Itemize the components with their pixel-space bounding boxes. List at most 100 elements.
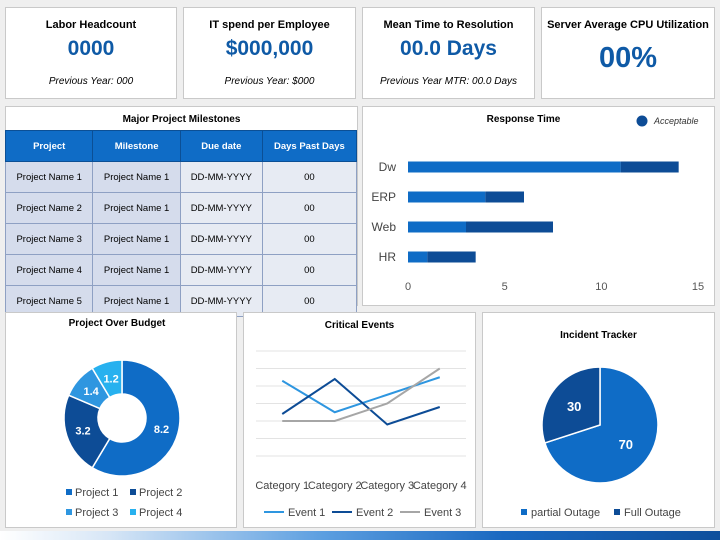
bar-segment [408, 221, 466, 233]
table-cell: 00 [261, 223, 358, 255]
category-label: Category 2 [308, 480, 362, 492]
column-header: Project [4, 130, 94, 162]
series-line [282, 367, 441, 422]
milestones-title: Major Project Milestones [122, 114, 241, 125]
table-row: Project Name 3 Project Name 1 DD-MM-YYYY… [4, 223, 358, 255]
legend-marker [636, 115, 648, 127]
legend-label: partial Outage [531, 507, 600, 519]
kpi-value: 0000 [67, 37, 115, 60]
series-line [281, 377, 441, 426]
table-cell: Project Name 1 [4, 161, 94, 193]
chart-title: Incident Tracker [560, 330, 637, 341]
table-header-row: Project Milestone Due date Days Past Day… [4, 130, 358, 162]
data-label: 1.4 [83, 386, 99, 398]
response-time-chart: Acceptable Dw ERP Web HR 0 5 10 15 [371, 115, 704, 293]
project-over-budget-card: Project Over Budget 8.2 3.2 1.4 1.2 Project … [5, 312, 237, 528]
chart-title: Response Time [486, 114, 561, 125]
bar-segment [408, 251, 428, 263]
kpi-card-server-cpu: Server Average CPU Utilization 00% [541, 7, 715, 99]
data-label: 30 [567, 399, 581, 414]
column-header: Due date [179, 130, 263, 162]
category-label: Web [372, 220, 397, 234]
donut-slice [91, 359, 123, 399]
column-header: Days Past Days [261, 130, 358, 162]
table-cell: Project Name 2 [4, 192, 94, 224]
kpi-value: 00% [598, 42, 658, 74]
donut-slice [91, 359, 181, 477]
legend-swatch [66, 509, 72, 515]
kpi-title: Labor Headcount [45, 19, 137, 31]
project-over-budget-chart: 8.2 3.2 1.4 1.2 Project 1 Project 2 Project 3 P… [63, 359, 182, 519]
bar-segment [408, 161, 621, 173]
kpi-value: 00.0 Days [400, 37, 497, 60]
legend-swatch [130, 489, 136, 495]
x-tick-label: 5 [502, 281, 508, 293]
x-tick-label: 0 [405, 281, 411, 293]
legend-label: Project 4 [139, 507, 182, 519]
category-label: Category 4 [413, 480, 467, 492]
bar-segment [466, 221, 553, 233]
category-label: HR [379, 250, 397, 264]
kpi-card-mean-time-resolution: Mean Time to Resolution 00.0 Days Previo… [362, 7, 535, 99]
milestones-table: Project Milestone Due date Days Past Day… [4, 130, 358, 317]
table-cell: Project Name 5 [4, 285, 94, 317]
chart-title: Critical Events [324, 320, 395, 331]
legend-swatch [614, 509, 620, 515]
bar-segment [408, 191, 486, 203]
table-row: Project Name 4 Project Name 1 DD-MM-YYYY… [4, 254, 358, 286]
table-cell: 00 [261, 161, 358, 193]
incident-tracker-chart: 70 30 partial Outage Full Outage [521, 366, 681, 519]
legend-label: Full Outage [624, 507, 681, 519]
response-time-card: Response Time Acceptable Dw ERP Web HR 0 5 10 15 [362, 106, 715, 306]
category-label: ERP [371, 190, 396, 204]
legend-label: Event 2 [356, 507, 393, 519]
table-cell: Project Name 1 [92, 223, 181, 255]
table-row: Project Name 5 Project Name 1 DD-MM-YYYY… [4, 285, 358, 317]
table-cell: Project Name 1 [92, 161, 181, 193]
table-cell: DD-MM-YYYY [179, 192, 263, 224]
kpi-card-it-spend: IT spend per Employee $000,000 Previous … [183, 7, 356, 99]
kpi-card-labor-headcount: Labor Headcount 0000 Previous Year: 000 [5, 7, 177, 99]
legend-swatch [130, 509, 136, 515]
kpi-title: Server Average CPU Utilization [547, 19, 709, 31]
series-line [281, 376, 441, 414]
legend-label: Project 3 [75, 507, 118, 519]
kpi-subtext: Previous Year MTR: 00.0 Days [379, 76, 518, 87]
chart-title: Project Over Budget [68, 318, 166, 329]
pie-slice [541, 366, 601, 444]
table-cell: Project Name 1 [92, 285, 181, 317]
table-cell: Project Name 1 [92, 254, 181, 286]
category-label: Category 1 [255, 480, 309, 492]
table-cell: 00 [261, 192, 358, 224]
pie-slice [543, 366, 659, 484]
bar-segment [620, 161, 679, 173]
table-row: Project Name 2 Project Name 1 DD-MM-YYYY… [4, 192, 358, 224]
decorative-footer-bar [0, 531, 720, 540]
kpi-title: Mean Time to Resolution [383, 19, 514, 31]
legend-label: Project 1 [75, 487, 118, 499]
table-cell: Project Name 3 [4, 223, 94, 255]
table-cell: DD-MM-YYYY [179, 285, 263, 317]
table-cell: DD-MM-YYYY [179, 161, 263, 193]
data-label: 70 [619, 437, 633, 452]
table-cell: 00 [261, 285, 358, 317]
kpi-value: $000,000 [225, 37, 314, 60]
table-cell: DD-MM-YYYY [179, 223, 263, 255]
data-label: 1.2 [103, 373, 118, 385]
critical-events-card: Critical Events Category 1 Category 2 Cate… [243, 312, 476, 528]
table-cell: Project Name 1 [92, 192, 181, 224]
legend-label: Event 1 [288, 507, 325, 519]
category-label: Category 3 [360, 480, 414, 492]
kpi-subtext: Previous Year: 000 [48, 76, 134, 87]
column-header: Milestone [92, 130, 181, 162]
legend-label: Event 3 [424, 507, 461, 519]
legend-swatch [521, 509, 527, 515]
legend-swatch [66, 489, 72, 495]
bar-segment [427, 251, 476, 263]
kpi-title: IT spend per Employee [209, 19, 330, 31]
legend-label: Project 2 [139, 487, 182, 499]
donut-slice [63, 394, 111, 469]
table-row: Project Name 1 Project Name 1 DD-MM-YYYY… [4, 161, 358, 193]
category-label: Dw [379, 160, 397, 174]
table-cell: 00 [261, 254, 358, 286]
